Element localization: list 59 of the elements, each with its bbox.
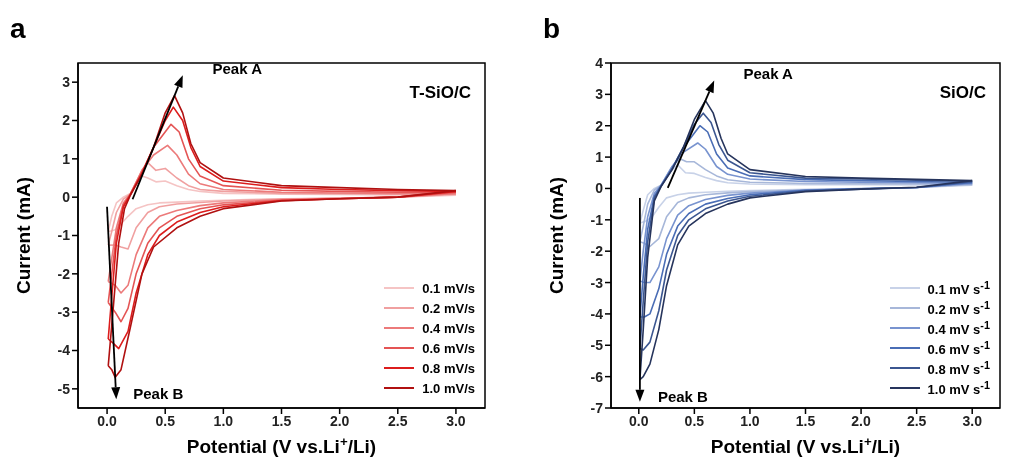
annotation: Peak A <box>743 64 794 82</box>
annotation: Peak A <box>212 59 263 77</box>
y-tick-label: 1 <box>595 149 604 166</box>
x-tick-label: 3.0 <box>446 412 466 429</box>
text: b <box>543 13 561 44</box>
text: T-SiO/C <box>409 83 471 102</box>
x-tick-label: 2.5 <box>906 412 927 429</box>
y-tick-label: -2 <box>590 243 604 260</box>
x-tick-label: 0.5 <box>684 412 705 429</box>
y-tick-label: -2 <box>57 265 71 282</box>
y-tick-label: -1 <box>590 211 604 228</box>
y-tick-label: -5 <box>590 337 604 354</box>
legend-label: 0.4 mV s$^{-1}$ <box>927 318 990 338</box>
y-axis-title: Current (mA) <box>13 176 34 295</box>
y-tick-label: -4 <box>57 342 71 359</box>
legend-label: 0.8 mV s$^{-1}$ <box>927 358 990 378</box>
text: a <box>10 13 26 44</box>
y-tick-label: -6 <box>590 368 604 385</box>
x-tick-label: 0.0 <box>97 412 118 429</box>
y-tick-label: 0 <box>62 189 71 206</box>
legend-label: 0.6 mV/s <box>422 340 475 356</box>
text: SiO/C <box>939 83 986 102</box>
y-axis-title: Current (mA) <box>546 176 567 295</box>
legend-label: 1.0 mV/s <box>422 380 475 396</box>
legend-label: 0.2 mV/s <box>422 300 475 316</box>
y-tick-label: -3 <box>590 274 604 291</box>
y-tick-label: 2 <box>595 117 604 134</box>
y-tick-label: 2 <box>62 112 71 129</box>
y-tick-label: -7 <box>590 399 604 416</box>
y-tick-label: 4 <box>595 54 604 71</box>
x-tick-label: 2.0 <box>851 412 872 429</box>
x-axis-title: Potential (V vs.Li$^{+}$/Li) <box>710 433 901 457</box>
x-tick-label: 1.0 <box>213 412 234 429</box>
x-axis-title: Potential (V vs.Li$^{+}$/Li) <box>186 433 377 457</box>
legend-label: 0.2 mV s$^{-1}$ <box>927 298 990 318</box>
x-tick-label: 3.0 <box>962 412 983 429</box>
legend-label: 0.1 mV/s <box>422 280 475 296</box>
x-tick-label: 2.5 <box>388 412 408 429</box>
y-tick-label: 1 <box>62 150 71 167</box>
x-tick-label: 2.0 <box>329 412 350 429</box>
x-tick-label: 0.5 <box>155 412 176 429</box>
annotation: Peak B <box>657 387 709 405</box>
y-tick-label: 3 <box>595 86 604 103</box>
x-tick-label: 1.5 <box>795 412 816 429</box>
legend-label: 0.6 mV s$^{-1}$ <box>927 338 990 358</box>
legend-label: 1.0 mV s$^{-1}$ <box>927 378 990 398</box>
legend-label: 0.8 mV/s <box>422 360 475 376</box>
annotation: Peak B <box>133 385 184 403</box>
x-tick-label: 1.0 <box>740 412 760 429</box>
y-tick-label: 0 <box>595 180 604 197</box>
y-tick-label: -5 <box>57 380 71 397</box>
y-tick-label: -3 <box>57 304 71 321</box>
y-tick-label: -4 <box>590 305 604 322</box>
legend-label: 0.4 mV/s <box>422 320 475 336</box>
x-tick-label: 0.0 <box>629 412 649 429</box>
legend-label: 0.1 mV s$^{-1}$ <box>927 278 990 298</box>
x-tick-label: 1.5 <box>271 412 292 429</box>
y-tick-label: 3 <box>62 74 71 91</box>
y-tick-label: -1 <box>57 227 71 244</box>
